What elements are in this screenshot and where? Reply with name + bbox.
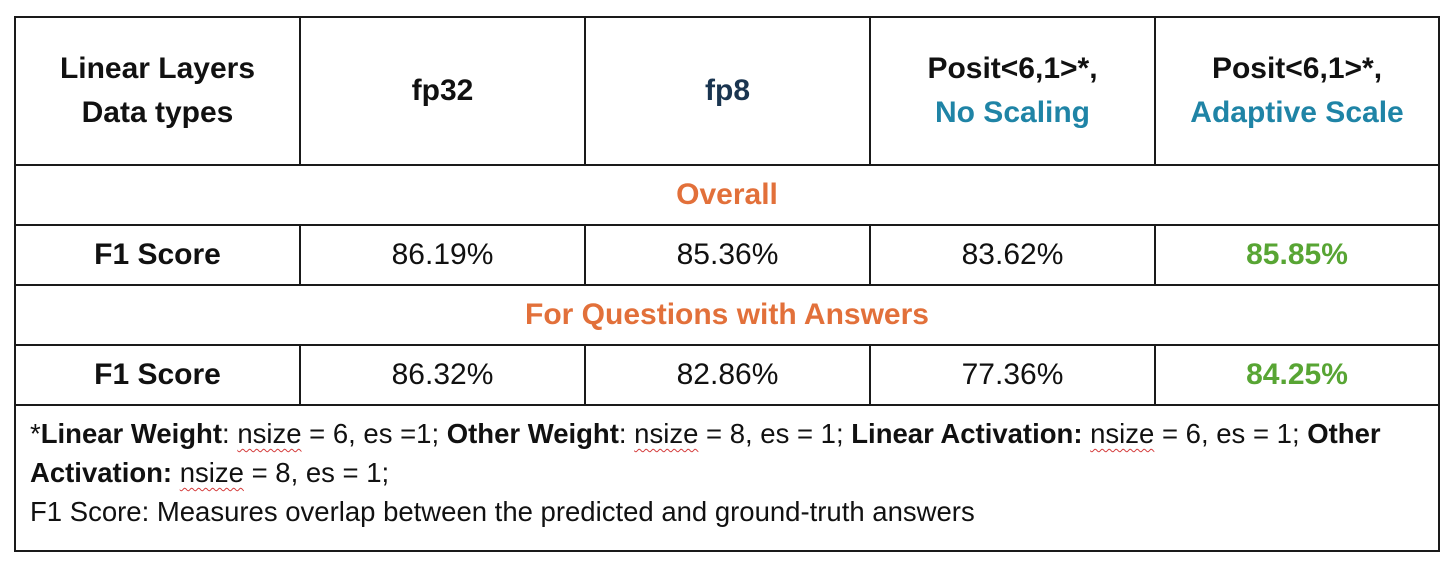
header-data-types-line1: Linear Layers [59,52,256,85]
footnote-row: *Linear Weight: nsize = 6, es =1; Other … [14,404,1440,552]
footnote-linear-weight-label: Linear Weight [40,418,223,449]
header-posit-no-scaling: Posit<6,1>*, No Scaling [869,16,1156,166]
nsize-term: nsize [1090,418,1155,449]
footnote-other-activation-label: Other Activation: [30,418,1381,488]
header-posit-adaptive-scale: Posit<6,1>*, Adaptive Scale [1154,16,1440,166]
footnote-cell: *Linear Weight: nsize = 6, es =1; Other … [14,404,1440,552]
cell-fp32: 86.32% [299,344,586,406]
cell-fp8: 85.36% [584,224,871,286]
footnote-definition: F1 Score: Measures overlap between the p… [30,496,975,527]
footnote-linear-activation-value: = 6, es = 1; [1154,418,1308,449]
cell-posit-adaptive-scale: 85.85% [1154,224,1440,286]
nsize-term: nsize [179,457,244,488]
footnote-other-weight-label: Other Weight [446,418,619,449]
cell-posit-no-scaling: 77.36% [869,344,1156,406]
footnote-linear-activation-label: Linear Activation: [851,418,1083,449]
header-fp32: fp32 [299,16,586,166]
table-row-overall-f1: F1 Score 86.19% 85.36% 83.62% 85.85% [14,224,1440,286]
section-title-overall: Overall [14,164,1440,226]
row-label: F1 Score [14,224,301,286]
header-fp8: fp8 [584,16,871,166]
results-table: Linear Layers Data types fp32 fp8 Posit<… [14,16,1440,552]
header-posit-no-scaling-line1: Posit<6,1>*, [927,52,1098,85]
header-posit-adaptive-line1: Posit<6,1>*, [1211,52,1383,85]
row-label: F1 Score [14,344,301,406]
cell-posit-adaptive-scale: 84.25% [1154,344,1440,406]
header-data-types-line2: Data types [81,96,234,129]
header-data-types: Linear Layers Data types [14,16,301,166]
nsize-term: nsize [634,418,699,449]
section-title-questions-with-answers: For Questions with Answers [14,284,1440,346]
section-row-questions-with-answers: For Questions with Answers [14,284,1440,346]
header-row: Linear Layers Data types fp32 fp8 Posit<… [14,16,1440,166]
cell-fp32: 86.19% [299,224,586,286]
table-row-answers-f1: F1 Score 86.32% 82.86% 77.36% 84.25% [14,344,1440,406]
cell-posit-no-scaling: 83.62% [869,224,1156,286]
footnote-star: * [30,418,41,449]
cell-fp8: 82.86% [584,344,871,406]
footnote-other-weight-value: = 8, es = 1; [698,418,852,449]
header-posit-no-scaling-line2: No Scaling [934,96,1091,129]
footnote-other-activation-value: = 8, es = 1; [243,457,390,488]
footnote-config: *Linear Weight: nsize = 6, es =1; Other … [30,414,1426,492]
footnote-colon: : [618,418,635,449]
header-posit-adaptive-line2: Adaptive Scale [1190,96,1404,129]
nsize-term: nsize [237,418,302,449]
footnote-linear-weight-value: = 6, es =1; [301,418,447,449]
footnote-colon: : [222,418,238,449]
section-row-overall: Overall [14,164,1440,226]
